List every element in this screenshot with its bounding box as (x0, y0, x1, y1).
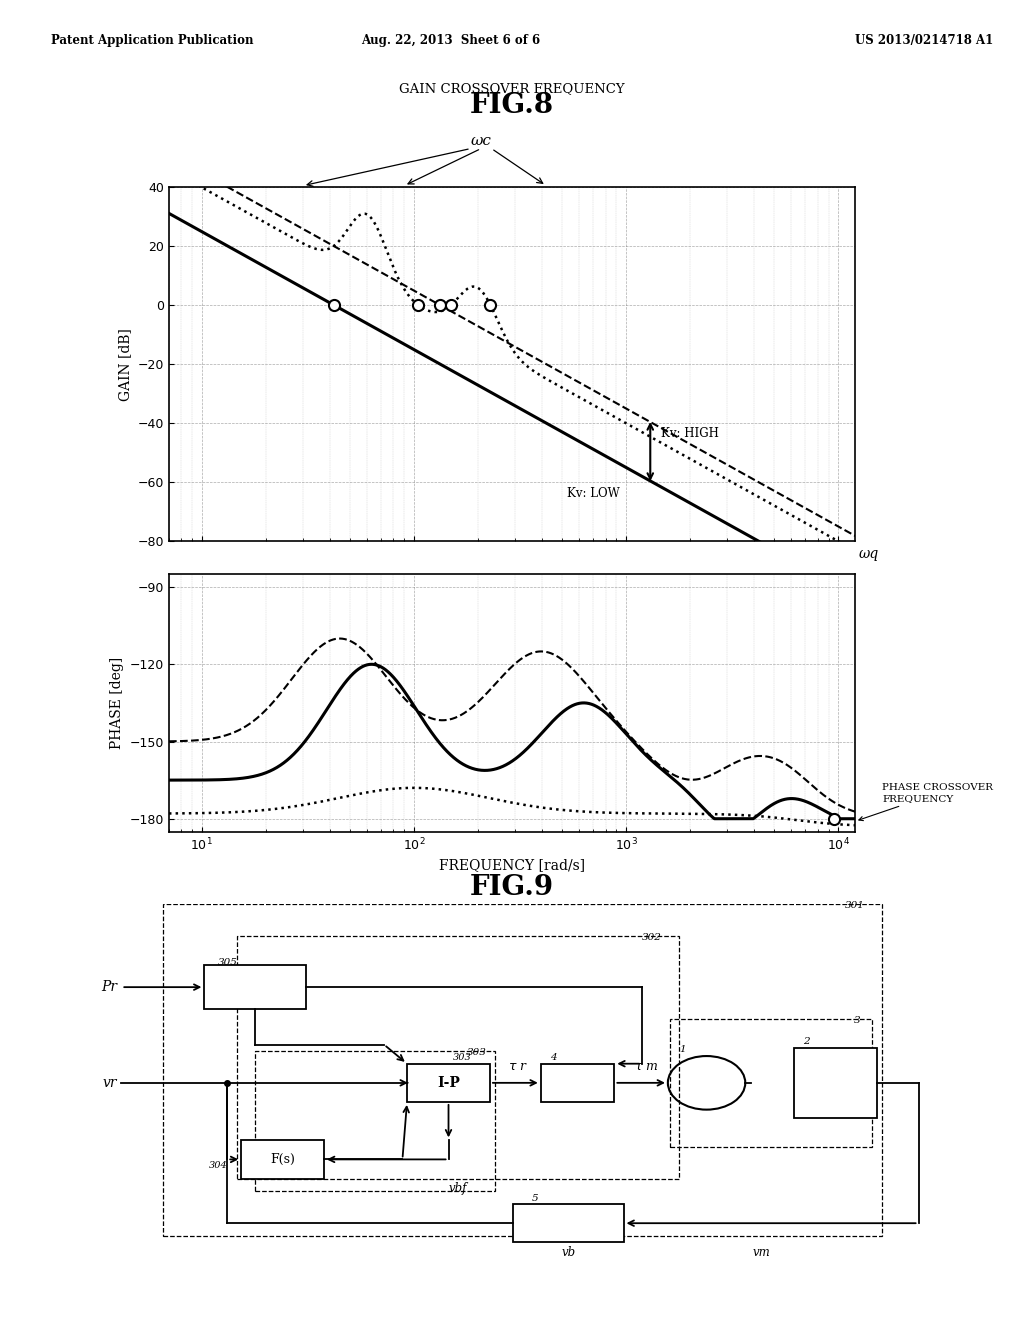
Bar (237, 936, 679, 1179)
Text: F(s): F(s) (270, 1152, 295, 1166)
Text: ωc: ωc (471, 135, 492, 148)
Text: vm: vm (753, 1246, 770, 1258)
Text: GAIN CROSSOVER FREQUENCY: GAIN CROSSOVER FREQUENCY (399, 82, 625, 95)
Bar (513, 1204, 624, 1242)
Text: vb: vb (561, 1246, 575, 1258)
Text: $\tau$ r: $\tau$ r (508, 1060, 527, 1073)
Text: Pr: Pr (100, 981, 117, 994)
Text: US 2013/0214718 A1: US 2013/0214718 A1 (855, 34, 993, 48)
X-axis label: FREQUENCY [rad/s]: FREQUENCY [rad/s] (439, 858, 585, 873)
Text: 2: 2 (803, 1036, 810, 1045)
Text: 5: 5 (531, 1193, 538, 1203)
Text: Patent Application Publication: Patent Application Publication (51, 34, 254, 48)
Text: Kv: LOW: Kv: LOW (567, 487, 620, 500)
Text: Aug. 22, 2013  Sheet 6 of 6: Aug. 22, 2013 Sheet 6 of 6 (361, 34, 540, 48)
Y-axis label: PHASE [deg]: PHASE [deg] (111, 657, 124, 748)
Text: ωq: ωq (858, 546, 879, 561)
Text: 1: 1 (679, 1045, 685, 1055)
Bar (541, 1064, 614, 1102)
Text: 303: 303 (467, 1048, 486, 1057)
Bar (255, 1051, 495, 1191)
Text: 304: 304 (209, 1162, 227, 1171)
Text: vr: vr (102, 1076, 117, 1090)
Text: PHASE CROSSOVER
FREQUENCY: PHASE CROSSOVER FREQUENCY (859, 783, 993, 821)
Text: $\tau$ m: $\tau$ m (635, 1060, 658, 1073)
Bar (407, 1064, 489, 1102)
Text: 302: 302 (642, 933, 662, 942)
Bar (163, 904, 882, 1236)
Text: I-P: I-P (437, 1076, 460, 1090)
Text: 303: 303 (453, 1053, 472, 1061)
Text: FIG.9: FIG.9 (470, 874, 554, 900)
Y-axis label: GAIN [dB]: GAIN [dB] (118, 327, 132, 401)
Text: Kv: HIGH: Kv: HIGH (660, 428, 719, 441)
Text: 3: 3 (854, 1016, 860, 1024)
Bar (242, 1140, 324, 1179)
Bar (794, 1048, 877, 1118)
Text: 305: 305 (218, 958, 238, 968)
Text: FIG.8: FIG.8 (470, 92, 554, 119)
Text: vbf: vbf (449, 1181, 467, 1195)
Text: 4: 4 (550, 1053, 556, 1061)
Bar (204, 965, 305, 1010)
Text: 301: 301 (845, 902, 864, 909)
Bar (670, 1019, 872, 1147)
